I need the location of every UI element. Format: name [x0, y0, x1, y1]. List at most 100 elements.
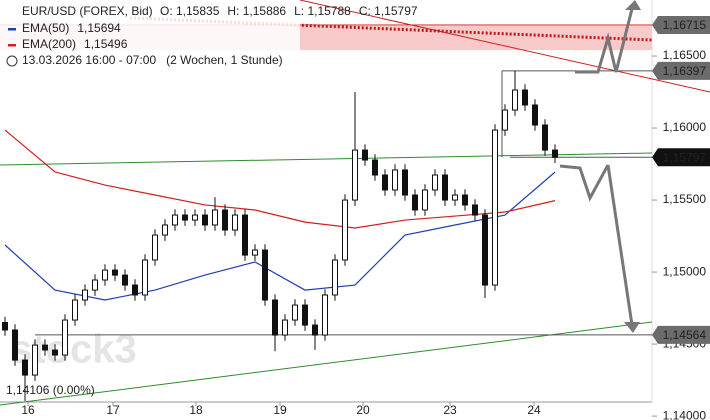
- low-label: 1,14106 (0.00%): [6, 383, 95, 397]
- legend-value: 1,15694: [77, 21, 121, 35]
- candle-body: [432, 174, 438, 191]
- y-tick-label: 1,15500: [663, 192, 707, 206]
- candle-body: [532, 104, 538, 126]
- candle-body: [172, 214, 178, 226]
- price-tag: [652, 325, 710, 344]
- candle-body: [122, 274, 128, 286]
- y-tick-label: 1,14000: [663, 408, 707, 420]
- candle-body: [202, 214, 208, 226]
- period: 13.03.2026 16:00 - 07:00: [22, 53, 156, 67]
- header-bg: [0, 0, 300, 68]
- candle-body: [322, 294, 328, 336]
- candle-body: [472, 204, 478, 216]
- scenario-arrow: [575, 4, 635, 74]
- candle-body: [112, 269, 118, 276]
- scenario-arrow: [606, 164, 634, 326]
- price-tag: [652, 61, 710, 80]
- trendline: [0, 321, 653, 406]
- watermark: stock3: [10, 328, 137, 372]
- candle-body: [42, 344, 48, 351]
- candle-body: [492, 129, 498, 286]
- x-tick-label: 18: [189, 403, 203, 417]
- candle-body: [22, 359, 28, 376]
- arrow-head: [624, 322, 640, 333]
- candle-body: [302, 304, 308, 326]
- x-tick-label: 16: [21, 403, 35, 417]
- candle-body: [552, 149, 558, 158]
- candle-body: [442, 174, 448, 201]
- candle-body: [422, 189, 428, 211]
- clock-icon: [6, 55, 18, 67]
- x-tick-label: 24: [527, 403, 541, 417]
- candle-body: [262, 249, 268, 301]
- candle-body: [452, 194, 458, 201]
- candle-body: [342, 199, 348, 261]
- candle-body: [362, 149, 368, 161]
- legend-swatch: [8, 44, 16, 47]
- candle-body: [502, 109, 508, 131]
- legend-swatch: [8, 28, 16, 31]
- candle-body: [2, 321, 8, 331]
- candle-body: [82, 289, 88, 301]
- candle-body: [232, 214, 238, 231]
- candle-body: [542, 124, 548, 151]
- candle-body: [72, 299, 78, 321]
- trendline: [129, 16, 653, 42]
- candle-body: [412, 194, 418, 211]
- scenario-arrow: [559, 164, 610, 202]
- y-tick-label: 1,15000: [663, 264, 707, 278]
- candle-body: [402, 169, 408, 196]
- instrument: EUR/USD (FOREX, Bid): [22, 4, 153, 18]
- arrow-head: [625, 0, 641, 10]
- candle-body: [252, 249, 258, 256]
- x-tick-label: 17: [106, 403, 120, 417]
- ohlc-label: L: 1,15788: [294, 4, 351, 18]
- candle-body: [242, 214, 248, 256]
- ohlc-label: H: 1,15886: [227, 4, 286, 18]
- candle-body: [222, 209, 228, 231]
- candle-body: [522, 89, 528, 106]
- ohlc-label: O: 1,15835: [160, 4, 220, 18]
- candle-body: [192, 214, 198, 221]
- candle-body: [102, 269, 108, 281]
- price-tag-label: 1,15797: [663, 150, 707, 164]
- y-tick-label: 1,16000: [663, 120, 707, 134]
- candle-body: [12, 329, 18, 361]
- price-tag-label: 1,16397: [663, 64, 707, 78]
- candle-body: [132, 284, 138, 296]
- ema-line: [4, 171, 556, 301]
- candle-body: [312, 324, 318, 336]
- candle-body: [292, 304, 298, 321]
- legend-value: 1,15496: [84, 37, 128, 51]
- price-tag-label: 1,14564: [663, 328, 707, 342]
- header: EUR/USD (FOREX, Bid) O: 1,15835 H: 1,15886…: [0, 0, 418, 68]
- candle-body: [32, 344, 38, 376]
- candle-body: [182, 214, 188, 221]
- price-tag-label: 1,16715: [663, 18, 707, 32]
- candle-body: [62, 319, 68, 356]
- candle-body: [162, 224, 168, 236]
- candle-body: [52, 349, 58, 356]
- price-tag: [652, 148, 710, 167]
- trendline: [0, 152, 653, 166]
- candle-body: [152, 234, 158, 261]
- legend-name: EMA(50): [22, 21, 69, 35]
- ohlc-label: C: 1,15797: [359, 4, 418, 18]
- price-tag: [652, 16, 710, 35]
- ema-line: [4, 129, 556, 229]
- candle-body: [482, 214, 488, 286]
- candle-body: [392, 169, 398, 191]
- range-note: (2 Wochen, 1 Stunde): [166, 53, 283, 67]
- trendline: [299, 0, 710, 93]
- candle-body: [212, 209, 218, 226]
- x-tick-label: 23: [443, 403, 457, 417]
- candle-body: [332, 259, 338, 296]
- candle-body: [352, 149, 358, 201]
- legend-name: EMA(200): [22, 37, 76, 51]
- candle-body: [372, 159, 378, 176]
- y-tick-label: 1,16500: [663, 48, 707, 62]
- x-tick-label: 19: [273, 403, 287, 417]
- candle-body: [382, 174, 388, 191]
- candle-body: [92, 279, 98, 291]
